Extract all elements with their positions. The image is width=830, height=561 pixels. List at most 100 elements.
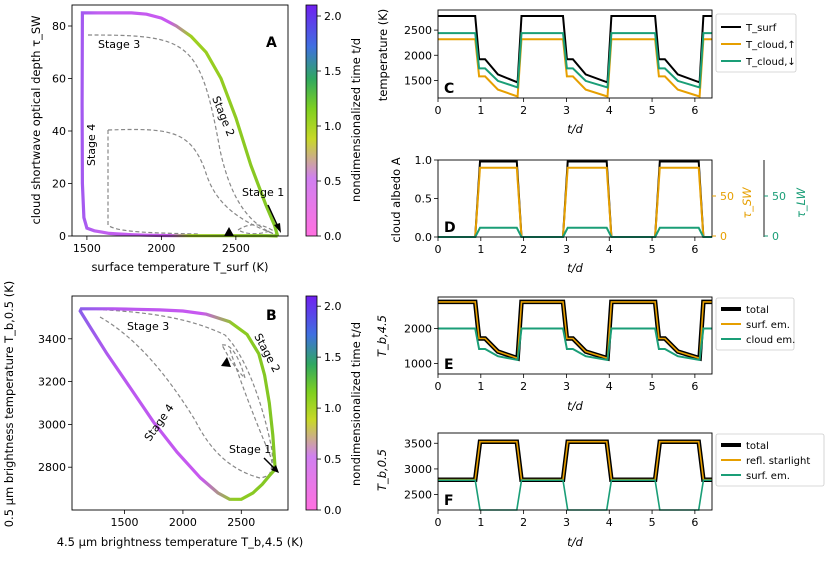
panel-a-axes <box>71 4 289 237</box>
panel-f-legend-surf: surf. em. <box>746 471 790 482</box>
panel-d-tau-sw-tick-label-0: 0 <box>720 230 727 243</box>
panel-e-legend-total: total <box>746 305 769 316</box>
panel-e-series-surf <box>438 301 712 360</box>
panel-d-xtick-label: 3 <box>563 243 570 256</box>
panel-a-colorbar-label: nondimensionalized time t/d <box>349 38 363 202</box>
panel-b-ylabel: 0.5 μm brightness temperature T_b,0.5 (K… <box>2 281 16 528</box>
panel-d-tau-sw-axis: 0 50 τ_SW <box>712 187 754 243</box>
panel-c-axes <box>437 9 713 99</box>
panel-a-colorbar-tick-label: 1.0 <box>324 120 342 133</box>
panel-b-ytick-label: 3200 <box>38 376 66 389</box>
panel-f-ylabel: T_b,0.5 <box>375 449 389 491</box>
panel-a-colorbar-ticks: 0.0 0.5 1.0 1.5 2.0 <box>317 10 342 243</box>
panel-e: 0 1 2 3 4 5 6 1000 2000 E t/d T_b,4.5 total surf… <box>375 296 795 413</box>
panel-f-xtick-label: 5 <box>649 516 656 529</box>
panel-b-colorbar-tick-label: 1.0 <box>324 402 342 415</box>
panel-b-ytick-label: 2800 <box>38 461 66 474</box>
panel-f-ticks: 0 1 2 3 4 5 6 2500 3000 3500 <box>404 437 698 529</box>
panel-a-ytick-label: 60 <box>52 73 66 86</box>
panel-b-stage-4-label: Stage 4 <box>142 402 177 444</box>
panel-f-series-refl <box>438 440 712 481</box>
panel-e-xtick-label: 5 <box>649 380 656 393</box>
panel-b-xlabel: 4.5 μm brightness temperature T_b,4.5 (K… <box>57 535 304 549</box>
panel-f-xtick-label: 3 <box>563 516 570 529</box>
panel-f-xtick-label: 0 <box>435 516 442 529</box>
panel-b-stage-2-label: Stage 2 <box>251 331 282 374</box>
panel-f-letter: F <box>444 493 454 509</box>
panel-c: 0 1 2 3 4 5 6 1500 2000 2500 C t/d temperature (K… <box>376 9 797 136</box>
panel-b-colorbar-tick-label: 1.5 <box>324 351 342 364</box>
panel-b-direction-triangle <box>221 357 231 367</box>
panel-d-ylabel: cloud albedo A <box>389 157 403 242</box>
panel-f-series-surf <box>438 479 712 511</box>
panel-b-ticks: 1500 2000 2500 2800 3000 3200 3400 <box>38 333 255 529</box>
panel-e-xtick-label: 4 <box>606 380 613 393</box>
panel-a-colorbar-tick-label: 1.5 <box>324 65 342 78</box>
panel-a-stage-4-label: Stage 4 <box>85 124 98 166</box>
panel-f-xtick-label: 4 <box>606 516 613 529</box>
panel-d-tau-lw-tick-label-50: 50 <box>772 190 786 203</box>
panel-c-xtick-label: 1 <box>477 104 484 117</box>
panel-c-letter: C <box>444 81 454 97</box>
panel-e-xlabel: t/d <box>567 399 583 413</box>
panel-b-dashed-inner <box>99 316 273 479</box>
panel-f-legend-box <box>715 433 825 487</box>
panel-e-xtick-label: 2 <box>520 380 527 393</box>
panel-c-xtick-label: 4 <box>606 104 613 117</box>
panel-d-ticks: 0 1 2 3 4 5 6 0.0 0.5 1.0 <box>415 154 699 256</box>
panel-b-colorbar-tick-label: 0.5 <box>324 453 342 466</box>
panel-a-dashed-middle <box>107 128 281 237</box>
panel-a-xtick-label: 1500 <box>73 242 101 255</box>
panel-d-tau-lw-tick-label-0: 0 <box>772 230 779 243</box>
panel-b-colorbar-tick-label: 2.0 <box>324 300 342 313</box>
panel-e-axes <box>437 296 713 375</box>
panel-d-letter: D <box>444 220 456 236</box>
panel-f-ytick-label: 3000 <box>404 463 432 476</box>
panel-f-legend: total refl. starlight surf. em. <box>715 433 825 487</box>
panel-c-legend: T_surf T_cloud,↑ T_cloud,↓ <box>715 13 797 73</box>
panel-c-xtick-label: 6 <box>691 104 698 117</box>
panel-d-xlabel: t/d <box>567 261 583 275</box>
panel-c-series-tcloud-down <box>438 32 712 89</box>
panel-a-colorbar-tick-label: 0.0 <box>324 230 342 243</box>
panel-e-legend: total surf. em. cloud em. <box>715 297 795 351</box>
panel-a-colorbar <box>305 4 318 237</box>
panel-a-ytick-label: 80 <box>52 20 66 33</box>
panel-d-tau-sw-label: τ_SW <box>740 187 754 219</box>
panel-a-dashed-inner <box>107 130 201 235</box>
panel-f-axes <box>437 432 713 511</box>
panel-b-xtick-label: 2500 <box>227 516 255 529</box>
panel-b-colorbar <box>305 295 318 511</box>
panel-d-xtick-label: 5 <box>649 243 656 256</box>
panel-d-xtick-label: 0 <box>435 243 442 256</box>
panel-e-ytick-label: 1000 <box>404 358 432 371</box>
panel-a-letter: A <box>266 35 277 51</box>
panel-d-ytick-label: 1.0 <box>415 154 433 167</box>
panel-d-ytick-label: 0.5 <box>415 193 433 206</box>
panel-e-xtick-label: 1 <box>477 380 484 393</box>
panel-b-ytick-label: 3000 <box>38 418 66 431</box>
panel-c-xtick-label: 2 <box>520 104 527 117</box>
panel-d-series-albedo <box>438 160 712 238</box>
panel-b-dashed-outer <box>89 308 273 484</box>
panel-e-ticks: 0 1 2 3 4 5 6 1000 2000 <box>404 323 698 394</box>
panel-a-ytick-label: 20 <box>52 178 66 191</box>
panel-a-stage-1-arrowhead <box>274 223 281 233</box>
panel-c-ylabel: temperature (K) <box>376 9 390 101</box>
panel-b: 1500 2000 2500 2800 3000 3200 3400 B Stage 3 S… <box>2 281 363 549</box>
panel-b-colorbar-tick-label: 0.0 <box>324 504 342 517</box>
panel-d-ytick-label: 0.0 <box>415 231 433 244</box>
panel-a-dashed-loop <box>237 224 274 235</box>
panel-d-tau-sw-tick-label-50: 50 <box>720 190 734 203</box>
panel-c-ytick-label: 2000 <box>404 49 432 62</box>
panel-d-lines <box>438 160 712 238</box>
panel-e-letter: E <box>444 357 454 373</box>
panel-f-xtick-label: 1 <box>477 516 484 529</box>
panel-d-xtick-label: 6 <box>691 243 698 256</box>
panel-b-colorbar-ticks: 0.0 0.5 1.0 1.5 2.0 <box>317 300 342 517</box>
panel-c-legend-box <box>715 13 797 73</box>
panel-a-xlabel: surface temperature T_surf (K) <box>91 260 268 274</box>
panel-b-dashed-loop <box>221 344 247 380</box>
panel-c-ytick-label: 1500 <box>404 74 432 87</box>
